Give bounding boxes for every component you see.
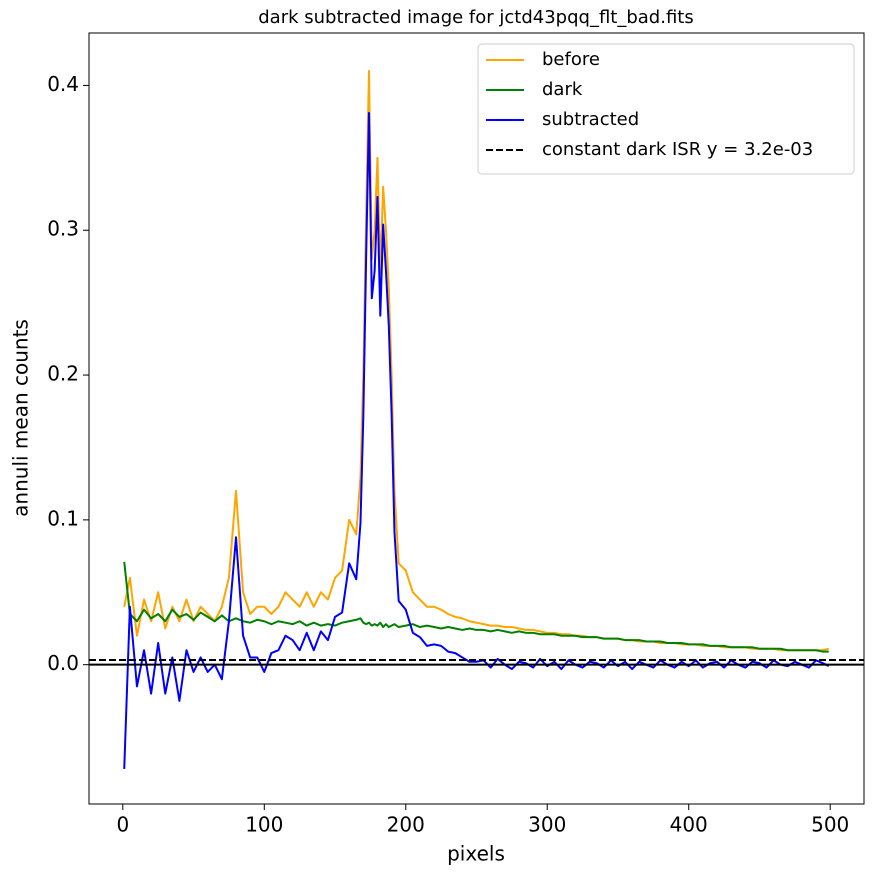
y-tick-label: 0.0 (47, 651, 79, 675)
plot-frame (88, 32, 865, 805)
y-tick-label: 0.3 (47, 217, 79, 241)
x-axis-label: pixels (447, 842, 505, 866)
chart-title: dark subtracted image for jctd43pqq_flt_… (258, 7, 693, 28)
legend-label: before (542, 49, 600, 70)
legend-box (477, 43, 855, 175)
y-tick-label: 0.1 (47, 506, 79, 530)
y-tick-label: 0.2 (47, 362, 79, 386)
y-axis-label: annuli mean counts (9, 319, 33, 517)
data-line (123, 561, 829, 653)
x-tick-label: 200 (387, 813, 425, 837)
legend-label: constant dark ISR y = 3.2e-03 (542, 139, 813, 160)
x-tick-label: 300 (528, 813, 566, 837)
y-tick-label: 0.4 (47, 72, 79, 96)
x-tick-label: 0 (116, 813, 129, 837)
x-tick-label: 500 (811, 813, 849, 837)
plot-area (123, 69, 830, 769)
x-tick-label: 100 (245, 813, 283, 837)
x-tick-label: 400 (670, 813, 708, 837)
data-line (123, 69, 830, 652)
data-line (123, 111, 830, 769)
legend-label: dark (542, 79, 583, 100)
legend-label: subtracted (542, 109, 639, 130)
